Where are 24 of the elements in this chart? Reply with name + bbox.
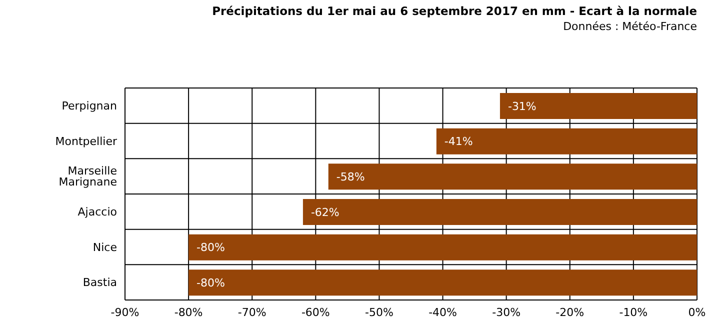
data-label: -80% xyxy=(196,241,225,254)
y-tick-label: Perpignan xyxy=(62,100,118,113)
y-tick-label: Ajaccio xyxy=(78,206,118,219)
y-tick-label: Bastia xyxy=(82,276,117,290)
data-label: -31% xyxy=(508,100,536,113)
x-tick-label: -80% xyxy=(174,306,203,319)
x-tick-label: -60% xyxy=(301,306,330,319)
x-tick-label: -40% xyxy=(428,306,457,319)
y-tick-label: Montpellier xyxy=(55,134,118,148)
x-tick-label: -10% xyxy=(619,306,648,319)
data-label: -41% xyxy=(444,135,473,148)
x-tick-label: -20% xyxy=(556,306,584,319)
chart-subtitle: Données : Météo-France xyxy=(563,20,697,33)
y-tick-label: Nice xyxy=(92,240,118,254)
data-label: -62% xyxy=(310,206,340,219)
x-tick-label: -90% xyxy=(110,306,140,319)
x-tick-label: -30% xyxy=(492,306,521,319)
data-label: -58% xyxy=(336,170,365,184)
x-tick-label: -70% xyxy=(238,306,266,319)
x-tick-label: -50% xyxy=(365,306,394,319)
data-label: -80% xyxy=(196,276,225,290)
x-tick-label: 0% xyxy=(688,306,706,319)
y-tick-label: Marseille Marignane xyxy=(58,164,118,189)
chart-title: Précipitations du 1er mai au 6 septembre 2017 en mm - Ecart à la normale xyxy=(212,4,697,18)
